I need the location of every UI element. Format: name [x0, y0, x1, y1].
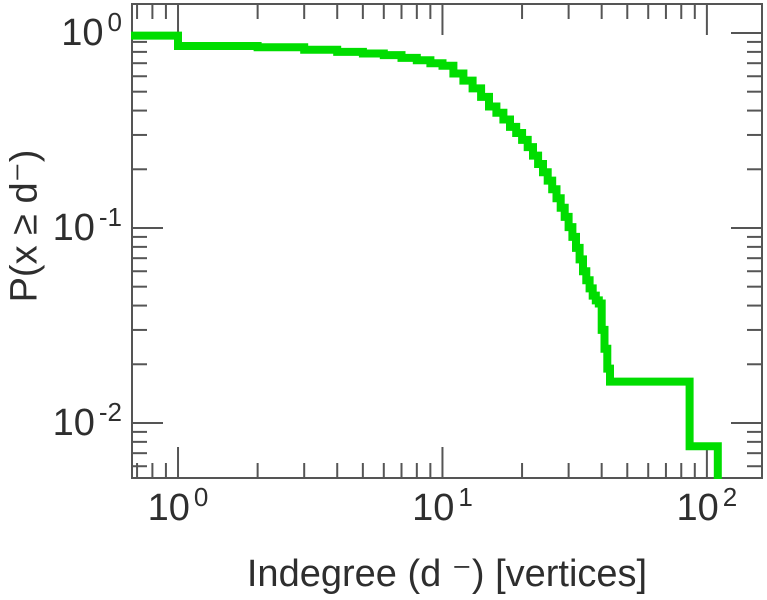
tick-exponent: 0 [193, 482, 209, 512]
tick-base: 10 [676, 487, 719, 529]
tick-exponent: -1 [98, 201, 122, 232]
tick-marks [131, 3, 763, 479]
x-tick-label: 10 0 [108, 482, 248, 530]
tick-base: 10 [52, 401, 95, 444]
x-axis-title: Indegree (d ⁻) [vertices] [246, 553, 648, 595]
tick-exponent: -2 [98, 396, 122, 427]
indegree-ccdf-curve [131, 31, 722, 479]
tick-base: 10 [52, 206, 95, 249]
x-tick-label: 10 2 [637, 482, 767, 530]
tick-exponent: 0 [107, 6, 122, 37]
ccdf-chart-canvas [131, 3, 763, 479]
tick-exponent: 2 [722, 482, 738, 512]
tick-exponent: 1 [458, 482, 473, 512]
x-tick-label: 10 1 [372, 482, 512, 530]
y-tick-label: 10 -1 [10, 202, 122, 250]
plot-border [131, 3, 763, 479]
y-tick-label: 10 -2 [10, 397, 122, 445]
plot-area [131, 3, 763, 479]
y-tick-label: 10 0 [10, 7, 122, 55]
tick-base: 10 [147, 487, 190, 529]
tick-base: 10 [61, 11, 104, 54]
tick-base: 10 [412, 487, 455, 529]
